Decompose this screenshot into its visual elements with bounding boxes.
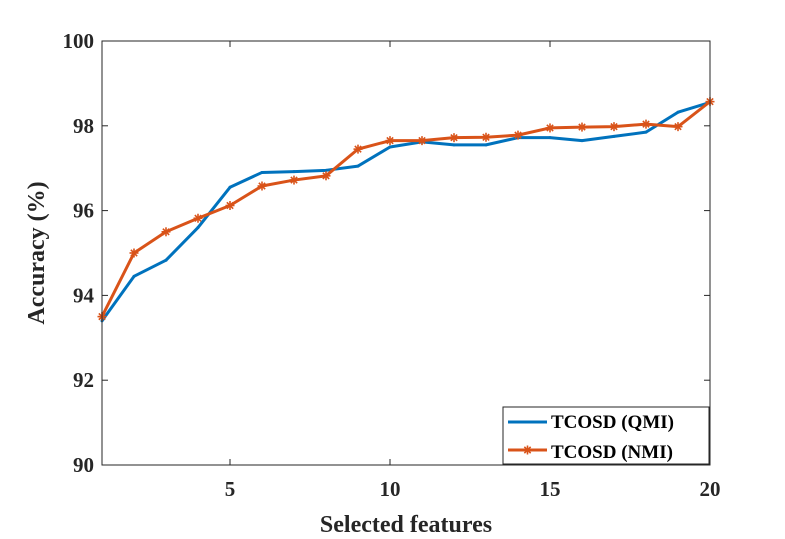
legend-label-nmi: TCOSD (NMI) [551, 442, 673, 463]
data-point-tcosd-qmi [484, 143, 488, 147]
data-point-tcosd-nmi [641, 119, 651, 129]
y-tick-label: 94 [73, 283, 95, 307]
data-point-tcosd-nmi [609, 122, 619, 132]
data-point-tcosd-nmi [289, 175, 299, 185]
data-point-tcosd-qmi [132, 274, 136, 278]
series-line-tcosd-nmi [100, 100, 711, 318]
x-axis-label: Selected features [320, 512, 492, 538]
y-tick-label: 90 [73, 453, 94, 477]
data-point-tcosd-qmi [452, 143, 456, 147]
data-point-tcosd-nmi [577, 122, 587, 132]
y-tick-label: 100 [63, 29, 95, 53]
data-point-tcosd-qmi [260, 170, 264, 174]
data-point-tcosd-qmi [612, 134, 616, 138]
data-point-tcosd-nmi [225, 201, 235, 211]
data-point-tcosd-nmi [129, 248, 139, 258]
data-point-tcosd-qmi [228, 185, 232, 189]
series-line-tcosd-qmi [100, 101, 711, 322]
data-point-tcosd-nmi [321, 171, 331, 181]
data-point-tcosd-qmi [548, 136, 552, 140]
plot-frame [101, 40, 711, 466]
data-point-tcosd-nmi [545, 123, 555, 133]
data-point-tcosd-qmi [388, 145, 392, 149]
data-point-tcosd-qmi [356, 164, 360, 168]
x-tick-label: 15 [540, 477, 561, 501]
y-tick-label: 92 [73, 368, 94, 392]
data-point-tcosd-nmi [513, 130, 523, 140]
data-point-tcosd-qmi [292, 170, 296, 174]
data-point-tcosd-nmi [673, 122, 683, 132]
legend-box [502, 406, 710, 465]
data-point-tcosd-nmi [353, 144, 363, 154]
legend-label-qmi: TCOSD (QMI) [551, 412, 674, 433]
y-axis-label: Accuracy (%) [24, 181, 50, 324]
x-tick-label: 5 [225, 477, 236, 501]
data-point-tcosd-nmi [193, 213, 203, 223]
data-point-tcosd-nmi [417, 136, 427, 146]
x-tick-label: 20 [700, 477, 721, 501]
data-point-tcosd-qmi [196, 226, 200, 230]
x-tick-label: 10 [380, 477, 401, 501]
plot-area [102, 41, 710, 465]
data-point-tcosd-qmi [676, 110, 680, 114]
data-point-tcosd-nmi [481, 132, 491, 142]
data-point-tcosd-qmi [164, 258, 168, 262]
data-point-tcosd-qmi [324, 168, 328, 172]
y-tick-label: 98 [73, 114, 94, 138]
data-point-tcosd-nmi [257, 181, 267, 191]
data-point-tcosd-qmi [580, 139, 584, 143]
y-tick-label: 96 [73, 199, 94, 223]
data-point-tcosd-nmi [161, 227, 171, 237]
data-point-tcosd-qmi [644, 130, 648, 134]
data-point-tcosd-nmi [385, 136, 395, 146]
legend-marker-tcosd-nmi [523, 445, 532, 455]
legend: TCOSD (QMI) TCOSD (NMI) [502, 406, 710, 465]
data-point-tcosd-nmi [449, 133, 459, 143]
ticks-layer: 5 10 15 20 90 92 94 96 98 100 [63, 29, 721, 501]
